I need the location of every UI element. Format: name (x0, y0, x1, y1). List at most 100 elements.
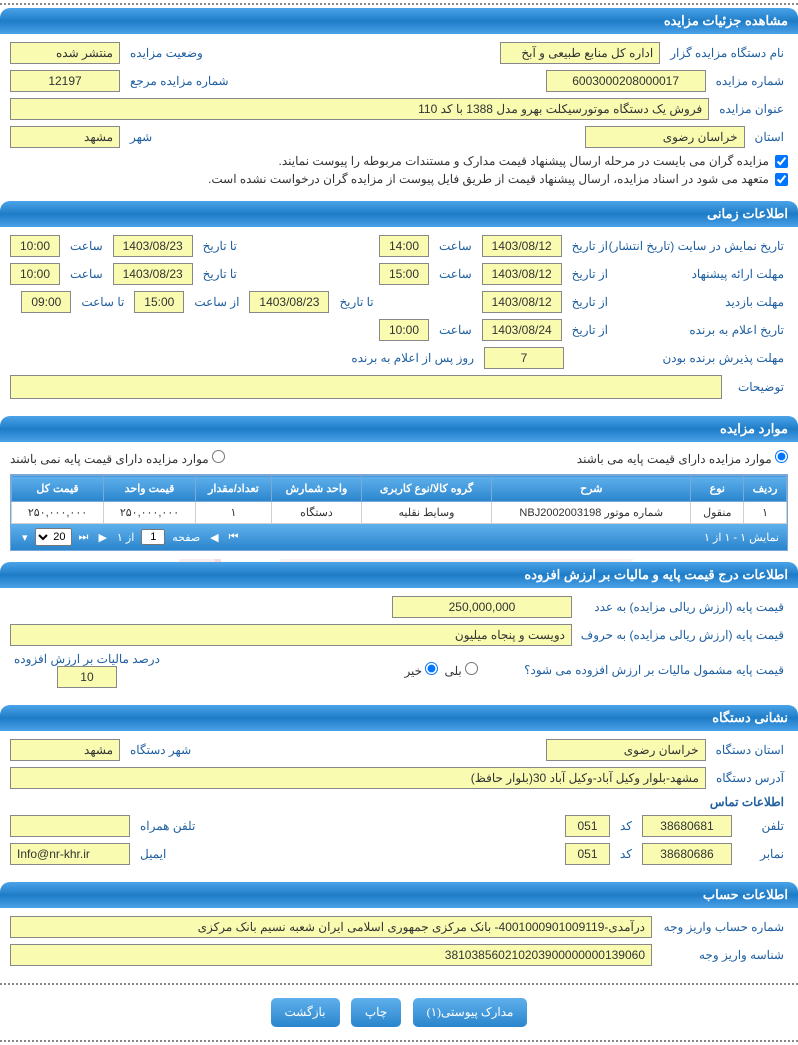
acct-id-value: 381038560210203900000000139060 (10, 944, 652, 966)
radio-has-base[interactable] (775, 450, 788, 463)
winner-label: تاریخ اعلام به برنده (618, 323, 788, 337)
fax-code-value: 051 (565, 843, 610, 865)
print-button[interactable]: چاپ (351, 998, 401, 1027)
mobile-value (10, 815, 130, 837)
hour-label2: ساعت (66, 239, 107, 253)
radio-no-base-text: موارد مزایده دارای قیمت پایه نمی باشند (10, 452, 209, 466)
baseprice-words-label: قیمت پایه (ارزش ریالی مزایده) به حروف (578, 628, 788, 642)
display-to-date: 1403/08/23 (113, 235, 193, 257)
table-header: شرح (492, 476, 691, 502)
table-row[interactable]: ۱منقولشماره موتور NBJ2002003198وسایط نقل… (12, 502, 787, 524)
table-cell: وسایط نقلیه (361, 502, 491, 524)
addr-value: مشهد-بلوار وکیل آباد-وکیل آباد 30(بلوار … (10, 767, 706, 789)
attach-button[interactable]: مدارک پیوستی(۱) (413, 998, 528, 1027)
table-header: ردیف (744, 476, 787, 502)
from-hour-label: از ساعت (190, 295, 243, 309)
baseprice-num-label: قیمت پایه (ارزش ریالی مزایده) به عدد (578, 600, 788, 614)
check2[interactable] (775, 173, 788, 186)
check2-label: متعهد می شود در اسناد مزایده، ارسال پیشن… (208, 172, 769, 186)
province-label: استان (751, 130, 788, 144)
table-cell: ۲۵۰,۰۰۰,۰۰۰ (104, 502, 196, 524)
vat-no-label[interactable]: خیر (404, 662, 438, 678)
addr-province-label: استان دستگاه (712, 743, 788, 757)
mobile-label: تلفن همراه (136, 819, 199, 833)
pager-size-dropdown-icon[interactable]: ▾ (19, 531, 31, 544)
addr-city-label: شهر دستگاه (126, 743, 195, 757)
phone-value: 38680681 (642, 815, 732, 837)
table-header: واحد شمارش (272, 476, 362, 502)
display-from-date: 1403/08/12 (482, 235, 562, 257)
check1[interactable] (775, 155, 788, 168)
to-label2: تا تاریخ (199, 267, 241, 281)
baseprice-words-value: دویست و پنجاه میلیون (10, 624, 572, 646)
table-cell: منقول (691, 502, 744, 524)
table-header: گروه کالا/نوع کاربری (361, 476, 491, 502)
phone-code-value: 051 (565, 815, 610, 837)
propose-label: مهلت ارائه پیشنهاد (618, 267, 788, 281)
display-label: تاریخ نمایش در سایت (تاریخ انتشار) (618, 239, 788, 253)
table-cell: دستگاه (272, 502, 362, 524)
pager-size-select[interactable]: 20 (35, 528, 72, 546)
contact-title: اطلاعات تماس (706, 795, 788, 809)
vat-yes-text: بلی (444, 664, 461, 678)
hour-label3: ساعت (435, 267, 476, 281)
winner-hour: 10:00 (379, 319, 429, 341)
pager-last-icon[interactable]: ⏭ (76, 531, 92, 544)
status-label: وضعیت مزایده (126, 46, 207, 60)
radio-no-base-label[interactable]: موارد مزایده دارای قیمت پایه نمی باشند (10, 450, 225, 466)
table-header: نوع (691, 476, 744, 502)
table-cell: ۱ (195, 502, 271, 524)
pager-prev-icon[interactable]: ◀ (207, 531, 221, 544)
table-cell: ۱ (744, 502, 787, 524)
vat-yes-label[interactable]: بلی (444, 662, 478, 678)
pager-first-icon[interactable]: ⏮ (226, 531, 242, 544)
pager-page-label: صفحه (169, 531, 203, 544)
to-hour-label: تا ساعت (77, 295, 128, 309)
vat-pct-value: 10 (57, 666, 117, 688)
email-label: ایمیل (136, 847, 170, 861)
propose-from-date: 1403/08/12 (482, 263, 562, 285)
ref-no-label: شماره مزایده مرجع (126, 74, 233, 88)
table-cell: شماره موتور NBJ2002003198 (492, 502, 691, 524)
propose-to-hour: 10:00 (10, 263, 60, 285)
button-row: مدارک پیوستی(۱) چاپ بازگشت (0, 988, 798, 1037)
hour-label4: ساعت (66, 267, 107, 281)
baseprice-num-value: 250,000,000 (392, 596, 572, 618)
propose-to-date: 1403/08/23 (113, 263, 193, 285)
pager: نمایش ۱ - ۱ از ۱ ⏮ ◀ صفحه از ۱ ▶ ⏭ 20 ▾ (11, 524, 787, 550)
items-table: ردیفنوعشرحگروه کالا/نوع کاربریواحد شمارش… (11, 475, 787, 524)
acct-label: شماره حساب واریز وجه (658, 920, 788, 934)
pager-page-input[interactable] (141, 529, 165, 545)
vat-pct-label: درصد مالیات بر ارزش افزوده (10, 652, 164, 666)
status-value: منتشر شده (10, 42, 120, 64)
from-label: از تاریخ (568, 239, 612, 253)
items-table-wrap: ردیفنوعشرحگروه کالا/نوع کاربریواحد شمارش… (10, 474, 788, 551)
desc-value (10, 375, 722, 399)
city-value: مشهد (10, 126, 120, 148)
fax-value: 38680686 (642, 843, 732, 865)
org-label: نام دستگاه مزایده گزار (666, 46, 788, 60)
vat-q-label: قیمت پایه مشمول مالیات بر ارزش افزوده می… (520, 663, 788, 677)
table-header: تعداد/مقدار (195, 476, 271, 502)
visit-to-hour: 09:00 (21, 291, 71, 313)
propose-from-hour: 15:00 (379, 263, 429, 285)
visit-from-date: 1403/08/12 (482, 291, 562, 313)
title-value: فروش یک دستگاه موتورسیکلت بهرو مدل 1388 … (10, 98, 709, 120)
pager-next-icon[interactable]: ▶ (95, 531, 109, 544)
city-label: شهر (126, 130, 156, 144)
org-value: اداره کل منابع طبیعی و آبخ (500, 42, 660, 64)
vat-no-radio[interactable] (425, 662, 438, 675)
radio-has-base-label[interactable]: موارد مزایده دارای قیمت پایه می باشند (577, 450, 788, 466)
section-header-baseprice: اطلاعات درج قیمت پایه و مالیات بر ارزش ا… (0, 562, 798, 588)
check1-label: مزایده گران می بایست در مرحله ارسال پیشن… (279, 154, 769, 168)
radio-no-base[interactable] (212, 450, 225, 463)
addr-city-value: مشهد (10, 739, 120, 761)
back-button[interactable]: بازگشت (271, 998, 340, 1027)
fax-code-label: کد (616, 847, 636, 861)
to-label: تا تاریخ (199, 239, 241, 253)
acct-value: درآمدی-4001000901009119- بانک مرکزی جمهو… (10, 916, 652, 938)
vat-yes-radio[interactable] (465, 662, 478, 675)
section-header-address: نشانی دستگاه (0, 705, 798, 731)
section-header-details: مشاهده جزئیات مزایده (0, 8, 798, 34)
display-from-hour: 14:00 (379, 235, 429, 257)
